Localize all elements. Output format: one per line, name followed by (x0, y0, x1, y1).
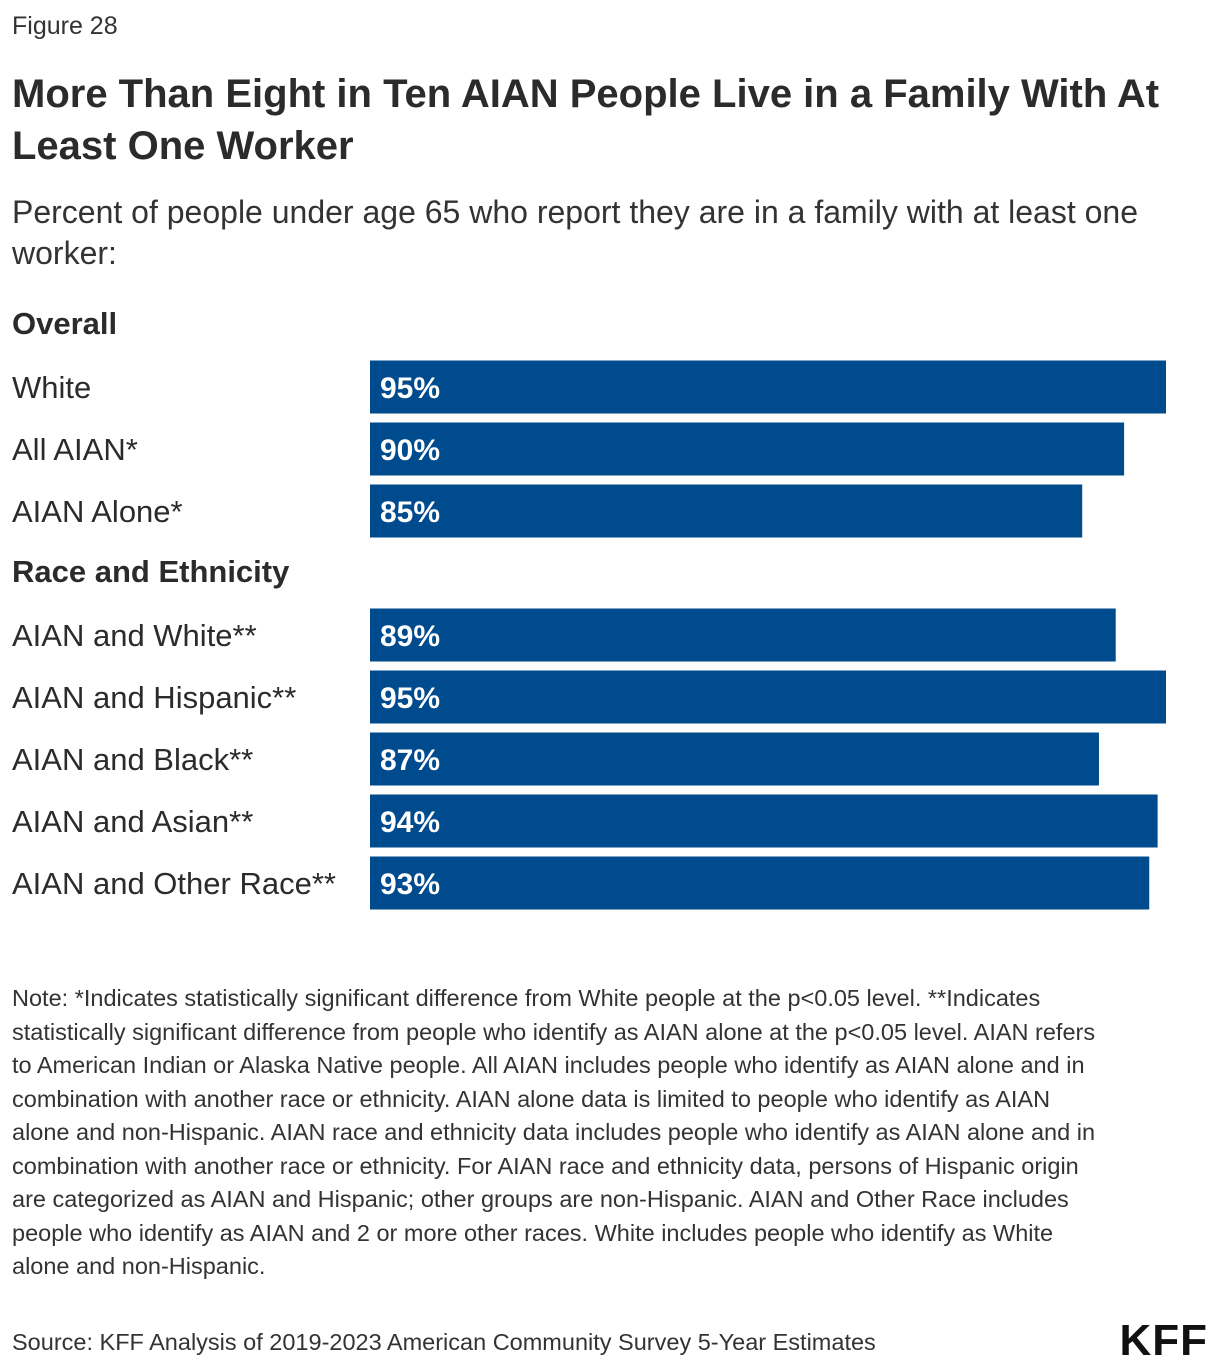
data-label: 95% (380, 682, 440, 715)
category-label: AIAN and Hispanic** (12, 680, 296, 715)
chart-note: Note: *Indicates statistically significa… (12, 985, 1096, 1279)
category-label: AIAN and White** (12, 618, 257, 653)
group-heading: Overall (12, 306, 117, 341)
bar (370, 794, 1158, 848)
group-heading: Race and Ethnicity (12, 554, 290, 589)
data-label: 85% (380, 496, 440, 529)
bar (370, 360, 1166, 414)
data-label: 95% (380, 372, 440, 405)
chart-title: More Than Eight in Ten AIAN People Live … (12, 72, 1160, 168)
kff-logo: KFF (1119, 1316, 1208, 1365)
bar-chart: Overall White 95% All AIAN* 90% AIAN Alone* 85… (12, 306, 1166, 910)
data-label: 93% (380, 868, 440, 901)
data-label: 90% (380, 434, 440, 467)
bar (370, 732, 1099, 786)
data-label: 89% (380, 620, 440, 653)
chart-subtitle: Percent of people under age 65 who repor… (12, 194, 1139, 271)
chart-source: Source: KFF Analysis of 2019-2023 Americ… (12, 1329, 876, 1355)
bar (370, 856, 1150, 910)
data-label: 87% (380, 744, 440, 777)
category-label: AIAN and Asian** (12, 804, 253, 839)
figure-label: Figure 28 (12, 12, 118, 40)
category-label: All AIAN* (12, 432, 138, 467)
bar (370, 608, 1116, 662)
category-label: AIAN and Black** (12, 742, 253, 777)
category-label: AIAN Alone* (12, 494, 183, 529)
bar (370, 484, 1083, 538)
data-label: 94% (380, 806, 440, 839)
bar (370, 422, 1125, 476)
category-label: White (12, 370, 91, 405)
bar (370, 670, 1166, 724)
category-label: AIAN and Other Race** (12, 866, 336, 901)
